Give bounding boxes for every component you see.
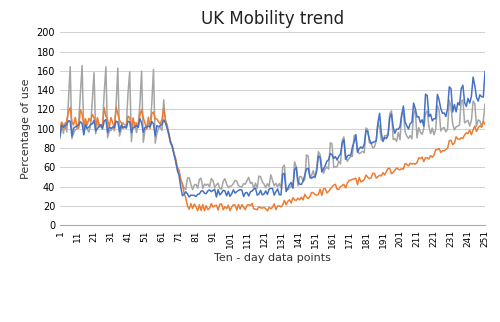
Title: UK Mobility trend: UK Mobility trend [201, 10, 344, 28]
driving [57, 134, 63, 138]
transit [380, 171, 386, 175]
walking [285, 188, 291, 192]
walking [380, 138, 386, 142]
transit [312, 193, 318, 196]
transit [226, 203, 232, 207]
walking [482, 102, 488, 106]
driving [482, 70, 488, 74]
driving [316, 154, 322, 158]
transit [113, 105, 119, 109]
Y-axis label: Percentage of use: Percentage of use [21, 79, 31, 179]
walking [226, 186, 232, 190]
transit [252, 207, 258, 211]
transit [264, 209, 270, 213]
walking [348, 155, 354, 159]
transit [482, 122, 488, 126]
driving [214, 195, 220, 199]
Line: driving: driving [60, 72, 485, 197]
driving [346, 153, 352, 157]
X-axis label: Ten - day data points: Ten - day data points [214, 253, 331, 263]
transit [57, 126, 63, 130]
walking [312, 176, 318, 180]
transit [348, 178, 354, 182]
driving [252, 186, 258, 190]
Line: transit: transit [60, 107, 485, 211]
Line: walking: walking [60, 65, 485, 190]
driving [378, 131, 384, 135]
walking [317, 153, 323, 156]
walking [79, 63, 85, 67]
transit [317, 187, 323, 191]
walking [57, 137, 63, 141]
walking [252, 181, 258, 185]
driving [226, 189, 232, 193]
driving [310, 175, 316, 179]
